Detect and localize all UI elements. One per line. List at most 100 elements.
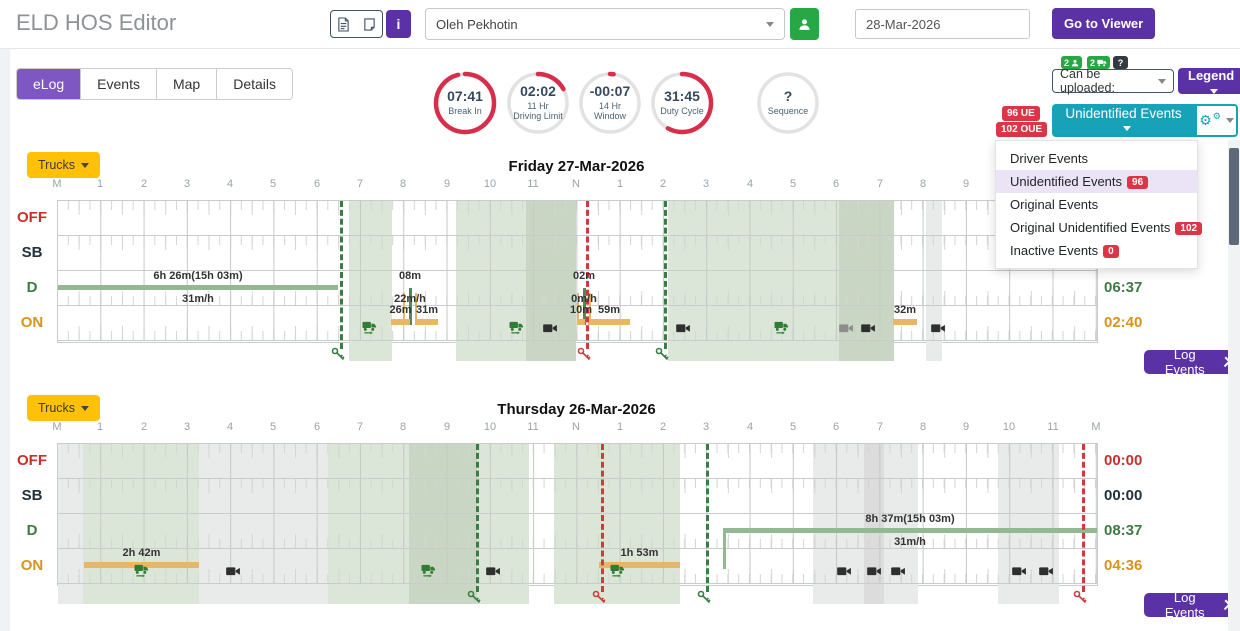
key-icon-green[interactable] — [467, 590, 481, 604]
gauge-value: 07:41 — [447, 88, 483, 104]
on-duty-segment[interactable] — [391, 319, 410, 325]
event-icon-camera[interactable] — [931, 321, 947, 335]
document-log-button[interactable] — [330, 10, 357, 38]
menu-item-count-badge: 102 — [1175, 222, 1203, 235]
on-duty-segment[interactable] — [416, 319, 438, 325]
gauge-value: 31:45 — [664, 88, 700, 104]
note-button[interactable] — [356, 10, 383, 38]
event-icon-truck[interactable] — [509, 321, 525, 335]
mini-driving-event[interactable] — [583, 288, 586, 325]
key-icon-green[interactable] — [331, 347, 345, 361]
event-icon-camera[interactable] — [226, 564, 242, 578]
event-icon-camera[interactable] — [676, 321, 692, 335]
daily-total-off: 00:00 — [1104, 452, 1143, 469]
events-type-dropdown[interactable]: Unidentified Events — [1052, 104, 1195, 137]
tab-map[interactable]: Map — [156, 69, 218, 99]
tab-details[interactable]: Details — [217, 69, 292, 99]
status-marker-red[interactable] — [1082, 444, 1085, 592]
event-icon-truck[interactable] — [134, 564, 150, 578]
upload-help-badge[interactable]: ? — [1113, 56, 1128, 69]
key-icon-green[interactable] — [697, 590, 711, 604]
event-icon-camera[interactable] — [486, 564, 502, 578]
event-icon-camera[interactable] — [891, 564, 907, 578]
driver-profile-button[interactable] — [790, 8, 819, 40]
status-marker-green[interactable] — [706, 444, 709, 592]
key-icon — [467, 590, 481, 604]
camera-icon — [226, 567, 240, 576]
event-icon-truck[interactable] — [362, 321, 378, 335]
menu-item-count-badge: 96 — [1127, 176, 1149, 189]
status-marker-green[interactable] — [664, 201, 667, 349]
log-events-button[interactable]: Log Events — [1144, 347, 1240, 377]
key-icon-red[interactable] — [577, 347, 591, 361]
on-duty-segment[interactable] — [599, 562, 680, 568]
chevron-down-icon — [1210, 89, 1219, 95]
status-marker-green[interactable] — [340, 201, 343, 349]
status-marker-red[interactable] — [601, 444, 604, 592]
driver-select[interactable]: Oleh Pekhotin — [425, 8, 785, 40]
chevron-down-icon — [1122, 126, 1131, 132]
hour-label: 6 — [313, 421, 321, 433]
key-icon-red[interactable] — [1073, 590, 1087, 604]
scrollbar-track[interactable] — [1228, 140, 1240, 631]
status-marker-green[interactable] — [476, 444, 479, 592]
event-icon-camera_gray[interactable] — [839, 321, 855, 335]
menu-item-inactive-events[interactable]: Inactive Events 0 — [996, 239, 1197, 262]
event-icon-camera[interactable] — [1039, 564, 1055, 578]
document-icon — [338, 16, 349, 32]
legend-button[interactable]: Legend — [1178, 68, 1240, 95]
log-events-button[interactable]: Log Events — [1144, 590, 1240, 620]
hour-label: 3 — [702, 421, 710, 433]
event-icon-truck[interactable] — [774, 321, 790, 335]
date-input[interactable] — [855, 9, 1030, 39]
person-icon — [799, 18, 810, 30]
log-grid: 8h 37m(15h 03m) 31m/h 2h 42m 1h 53m — [57, 443, 1098, 604]
scrollbar-thumb[interactable] — [1229, 148, 1239, 245]
chevron-down-icon — [1158, 78, 1166, 84]
row-label-sb: SB — [21, 244, 43, 261]
hour-label: 4 — [226, 178, 234, 190]
menu-item-driver-events[interactable]: Driver Events — [996, 147, 1197, 170]
menu-item-original-unidentified-events[interactable]: Original Unidentified Events 102 — [996, 216, 1203, 239]
menu-item-original-events[interactable]: Original Events — [996, 193, 1197, 216]
hour-label: 7 — [356, 421, 364, 433]
tab-elog[interactable]: eLog — [17, 69, 82, 99]
status-marker-red[interactable] — [586, 201, 589, 349]
event-icon-camera[interactable] — [1012, 564, 1028, 578]
mini-driving-event[interactable] — [409, 288, 412, 325]
driving-segment[interactable] — [723, 528, 1097, 533]
event-icon-truck[interactable] — [421, 564, 437, 578]
events-settings-button[interactable]: ⚙ ⚙ — [1195, 104, 1238, 137]
event-icon-truck[interactable] — [610, 564, 626, 578]
view-tabs: eLog Events Map Details — [16, 68, 293, 100]
menu-item-unidentified-events[interactable]: Unidentified Events 96 — [996, 170, 1197, 193]
event-icon-camera[interactable] — [543, 321, 559, 335]
tab-events[interactable]: Events — [81, 69, 157, 99]
original-unidentified-events-count-badge: 102 OUE — [996, 122, 1048, 137]
chevron-down-icon — [81, 163, 90, 169]
mini-speed-label: 22m/h — [394, 293, 426, 305]
camera-icon — [931, 324, 945, 333]
info-button[interactable]: i — [386, 10, 411, 38]
trucks-dropdown[interactable]: Trucks — [27, 395, 101, 421]
key-icon-green[interactable] — [655, 347, 669, 361]
key-icon-red[interactable] — [592, 590, 606, 604]
person-icon — [1071, 59, 1079, 66]
go-to-viewer-button[interactable]: Go to Viewer — [1052, 8, 1156, 39]
event-icon-camera[interactable] — [861, 321, 877, 335]
on-duty-segment[interactable] — [588, 319, 630, 325]
grid-row — [58, 549, 1097, 584]
event-icon-camera[interactable] — [867, 564, 883, 578]
can-be-uploaded-dropdown[interactable]: Can be uploaded: — [1052, 67, 1174, 95]
key-icon — [697, 590, 711, 604]
driving-segment[interactable] — [58, 285, 338, 290]
truck-icon — [1097, 59, 1107, 66]
trucks-dropdown[interactable]: Trucks — [27, 152, 101, 178]
event-icon-camera[interactable] — [837, 564, 853, 578]
on-duty-segment[interactable] — [893, 319, 917, 325]
log-events-label: Log Events — [1164, 590, 1205, 620]
on-duration-label: 2h 42m — [122, 547, 161, 559]
chevron-down-icon — [1225, 118, 1234, 123]
on-duty-segment[interactable] — [577, 319, 585, 325]
question-icon: ? — [1117, 57, 1124, 68]
